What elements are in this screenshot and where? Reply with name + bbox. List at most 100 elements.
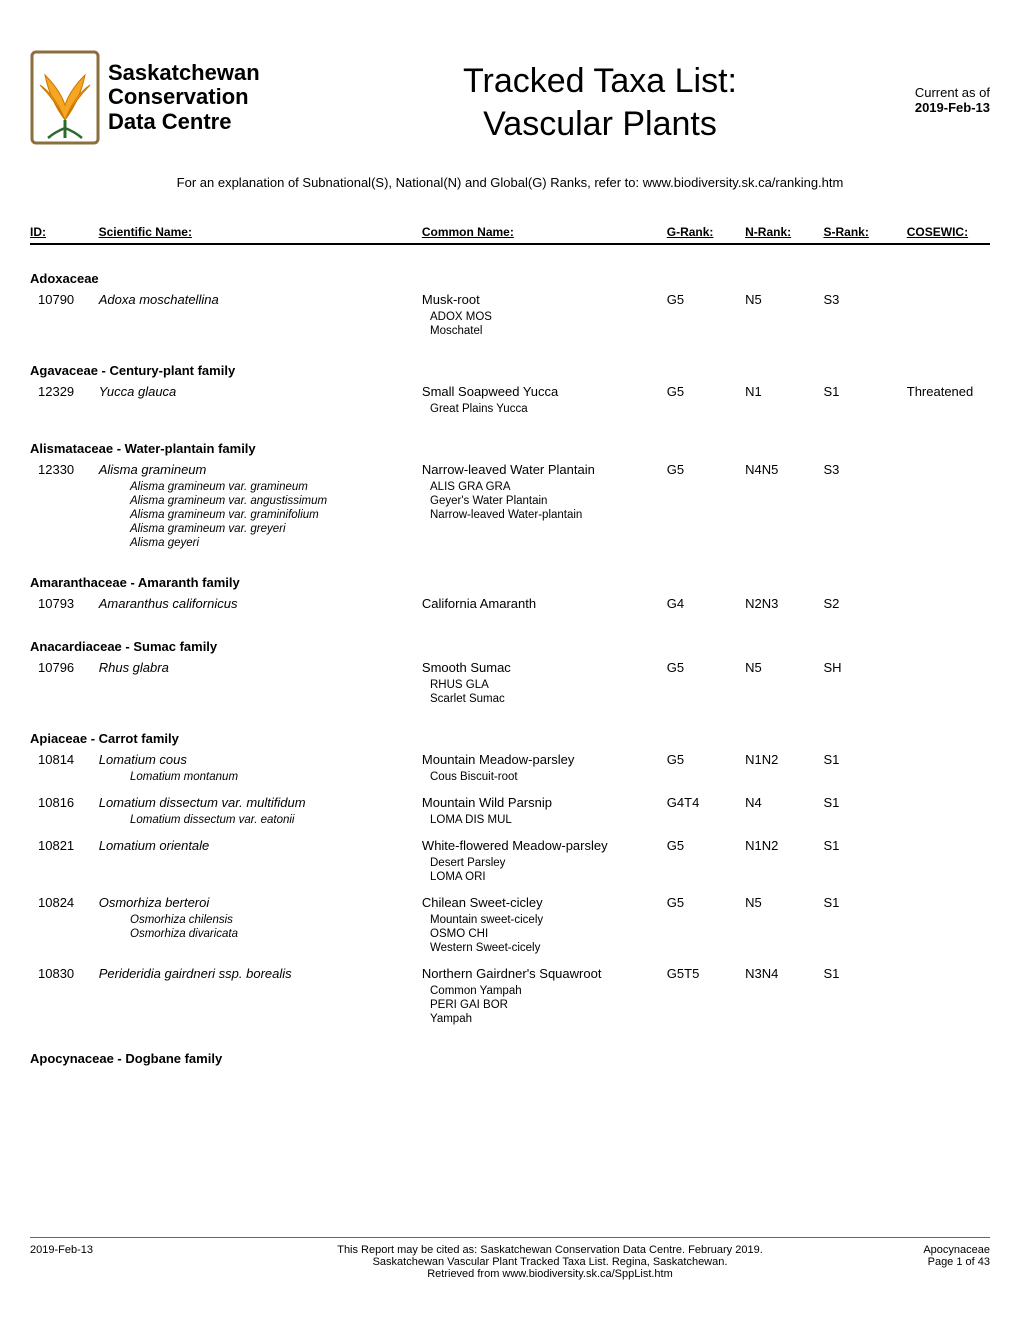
taxon-sub-row: Alisma gramineum var. gramineumALIS GRA … bbox=[30, 481, 990, 493]
taxon-srank: S3 bbox=[824, 292, 907, 307]
col-header-common: Common Name: bbox=[422, 225, 667, 239]
footer-family: Apocynaceae bbox=[870, 1244, 990, 1256]
current-date: 2019-Feb-13 bbox=[870, 100, 990, 115]
taxon-alt-common: LOMA ORI bbox=[430, 871, 680, 883]
taxon-alt-common: Geyer's Water Plantain bbox=[430, 495, 680, 507]
taxon-alt-common: OSMO CHI bbox=[430, 928, 680, 940]
taxon-synonym bbox=[130, 311, 430, 323]
family-header: Apocynaceae - Dogbane family bbox=[30, 1051, 990, 1066]
taxon-synonym bbox=[130, 679, 430, 691]
taxon-common-name: Musk-root bbox=[422, 292, 667, 307]
taxon-sci-name: Lomatium dissectum var. multifidum bbox=[99, 795, 422, 810]
footer-page: Page 1 of 43 bbox=[870, 1256, 990, 1268]
taxon-srank: S1 bbox=[824, 838, 907, 853]
taxon-row: 10824Osmorhiza berteroiChilean Sweet-cic… bbox=[30, 895, 990, 910]
footer-page-info: Apocynaceae Page 1 of 43 bbox=[870, 1244, 990, 1280]
taxon-sub-row: PERI GAI BOR bbox=[30, 999, 990, 1011]
logo-text: Saskatchewan Conservation Data Centre bbox=[108, 61, 260, 134]
taxon-common-name: White-flowered Meadow-parsley bbox=[422, 838, 667, 853]
taxon-sub-row: LOMA ORI bbox=[30, 871, 990, 883]
taxon-id: 10790 bbox=[30, 292, 99, 307]
taxon-row: 10793Amaranthus californicusCalifornia A… bbox=[30, 596, 990, 611]
taxon-common-name: Chilean Sweet-cicley bbox=[422, 895, 667, 910]
taxon-alt-common: Cous Biscuit-root bbox=[430, 771, 680, 783]
citation-line-2: Saskatchewan Vascular Plant Tracked Taxa… bbox=[230, 1256, 870, 1268]
taxon-common-name: California Amaranth bbox=[422, 596, 667, 611]
lily-logo-icon bbox=[30, 50, 100, 145]
taxon-common-name: Narrow-leaved Water Plantain bbox=[422, 462, 667, 477]
taxon-sci-name: Yucca glauca bbox=[99, 384, 422, 399]
taxon-synonym: Lomatium montanum bbox=[130, 771, 430, 783]
taxon-srank: S3 bbox=[824, 462, 907, 477]
taxon-srank: S1 bbox=[824, 795, 907, 810]
page-footer: 2019-Feb-13 This Report may be cited as:… bbox=[30, 1237, 990, 1280]
page-header: Saskatchewan Conservation Data Centre Tr… bbox=[30, 50, 990, 145]
current-as-of-label: Current as of bbox=[870, 85, 990, 100]
taxon-id: 10821 bbox=[30, 838, 99, 853]
taxon-sci-name: Alisma gramineum bbox=[99, 462, 422, 477]
taxon-row: 10830Perideridia gairdneri ssp. borealis… bbox=[30, 966, 990, 981]
taxon-sub-row: Scarlet Sumac bbox=[30, 693, 990, 705]
taxon-synonym bbox=[130, 403, 430, 415]
taxon-common-name: Northern Gairdner's Squawroot bbox=[422, 966, 667, 981]
taxon-nrank: N4 bbox=[745, 795, 823, 810]
taxon-sub-row: Alisma gramineum var. greyeri bbox=[30, 523, 990, 535]
taxon-cosewic bbox=[907, 838, 990, 853]
column-headers: ID: Scientific Name: Common Name: G-Rank… bbox=[30, 225, 990, 245]
taxa-content: Adoxaceae10790Adoxa moschatellinaMusk-ro… bbox=[30, 257, 990, 1072]
col-header-sci: Scientific Name: bbox=[99, 225, 422, 239]
taxon-grank: G4T4 bbox=[667, 795, 745, 810]
taxon-sub-row: Osmorhiza chilensisMountain sweet-cicely bbox=[30, 914, 990, 926]
taxon-nrank: N4N5 bbox=[745, 462, 823, 477]
taxon-alt-common: Moschatel bbox=[430, 325, 680, 337]
taxon-synonym bbox=[130, 999, 430, 1011]
taxon-synonym: Alisma geyeri bbox=[130, 537, 430, 549]
taxon-grank: G5 bbox=[667, 292, 745, 307]
title-line-1: Tracked Taxa List: bbox=[463, 62, 737, 100]
taxon-sub-row: Lomatium montanumCous Biscuit-root bbox=[30, 771, 990, 783]
logo-line-1: Saskatchewan bbox=[108, 61, 260, 85]
taxon-sci-name: Osmorhiza berteroi bbox=[99, 895, 422, 910]
taxon-alt-common: LOMA DIS MUL bbox=[430, 814, 680, 826]
family-header: Apiaceae - Carrot family bbox=[30, 731, 990, 746]
taxon-row: 12330Alisma gramineumNarrow-leaved Water… bbox=[30, 462, 990, 477]
date-block: Current as of 2019-Feb-13 bbox=[870, 50, 990, 115]
taxon-grank: G5 bbox=[667, 384, 745, 399]
taxon-srank: S1 bbox=[824, 384, 907, 399]
taxon-sub-row: Desert Parsley bbox=[30, 857, 990, 869]
col-header-cosewic: COSEWIC: bbox=[907, 225, 990, 239]
taxon-nrank: N2N3 bbox=[745, 596, 823, 611]
family-header: Alismataceae - Water-plantain family bbox=[30, 441, 990, 456]
taxon-synonym bbox=[130, 857, 430, 869]
taxon-cosewic bbox=[907, 292, 990, 307]
family-header: Anacardiaceae - Sumac family bbox=[30, 639, 990, 654]
taxon-nrank: N5 bbox=[745, 895, 823, 910]
title-block: Tracked Taxa List: Vascular Plants bbox=[330, 50, 870, 145]
taxon-synonym: Alisma gramineum var. greyeri bbox=[130, 523, 430, 535]
taxon-grank: G5 bbox=[667, 895, 745, 910]
col-header-id: ID: bbox=[30, 225, 99, 239]
family-header: Agavaceae - Century-plant family bbox=[30, 363, 990, 378]
taxon-synonym: Osmorhiza chilensis bbox=[130, 914, 430, 926]
taxon-sub-row: Alisma gramineum var. angustissimumGeyer… bbox=[30, 495, 990, 507]
taxon-alt-common: PERI GAI BOR bbox=[430, 999, 680, 1011]
taxon-nrank: N1N2 bbox=[745, 752, 823, 767]
taxon-row: 10796Rhus glabraSmooth SumacG5N5SH bbox=[30, 660, 990, 675]
taxon-srank: SH bbox=[824, 660, 907, 675]
taxon-synonym: Alisma gramineum var. gramineum bbox=[130, 481, 430, 493]
taxon-id: 10793 bbox=[30, 596, 99, 611]
taxon-sci-name: Perideridia gairdneri ssp. borealis bbox=[99, 966, 422, 981]
taxon-id: 10814 bbox=[30, 752, 99, 767]
taxon-srank: S1 bbox=[824, 752, 907, 767]
title-line-2: Vascular Plants bbox=[483, 105, 717, 143]
taxon-cosewic bbox=[907, 895, 990, 910]
taxon-alt-common: Common Yampah bbox=[430, 985, 680, 997]
taxon-id: 12330 bbox=[30, 462, 99, 477]
taxon-id: 12329 bbox=[30, 384, 99, 399]
taxon-cosewic bbox=[907, 660, 990, 675]
taxon-alt-common: Great Plains Yucca bbox=[430, 403, 680, 415]
logo-line-2: Conservation bbox=[108, 85, 260, 109]
taxon-sub-row: Common Yampah bbox=[30, 985, 990, 997]
footer-date: 2019-Feb-13 bbox=[30, 1244, 230, 1280]
taxon-sub-row: RHUS GLA bbox=[30, 679, 990, 691]
